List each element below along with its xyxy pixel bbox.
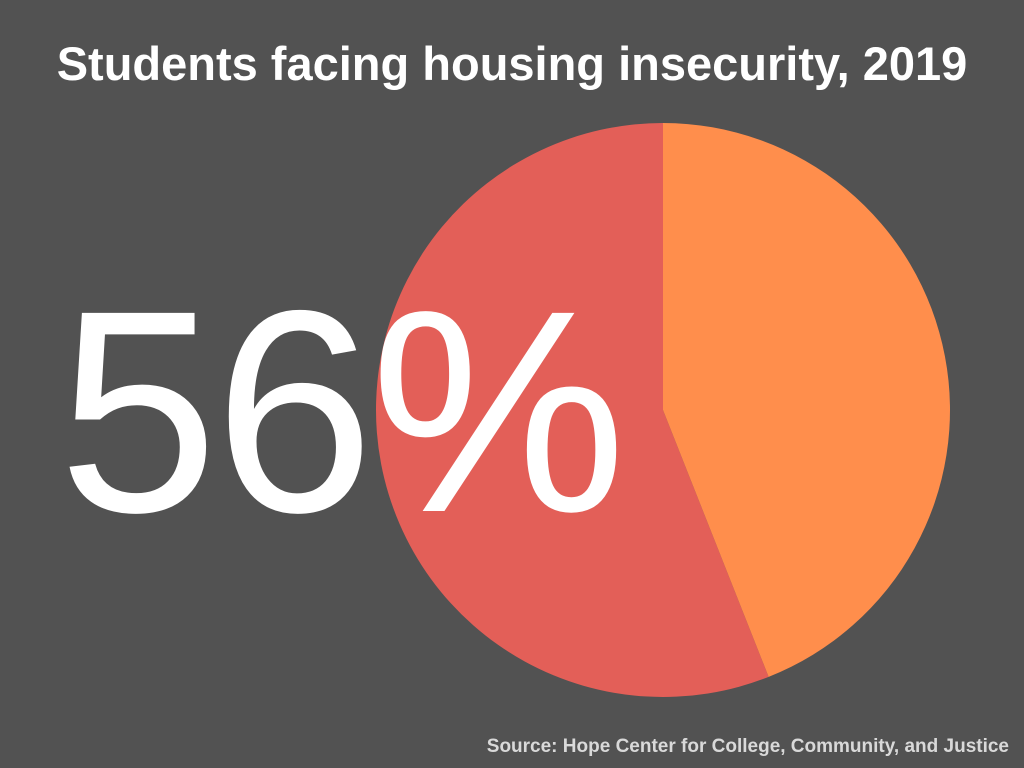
chart-title: Students facing housing insecurity, 2019: [56, 37, 968, 90]
highlight-percentage: 56%: [58, 251, 626, 573]
source-note: Source: Hope Center for College, Communi…: [486, 736, 1009, 757]
pie-slice-1: [375, 123, 769, 697]
pie-slice-2: [663, 123, 950, 677]
